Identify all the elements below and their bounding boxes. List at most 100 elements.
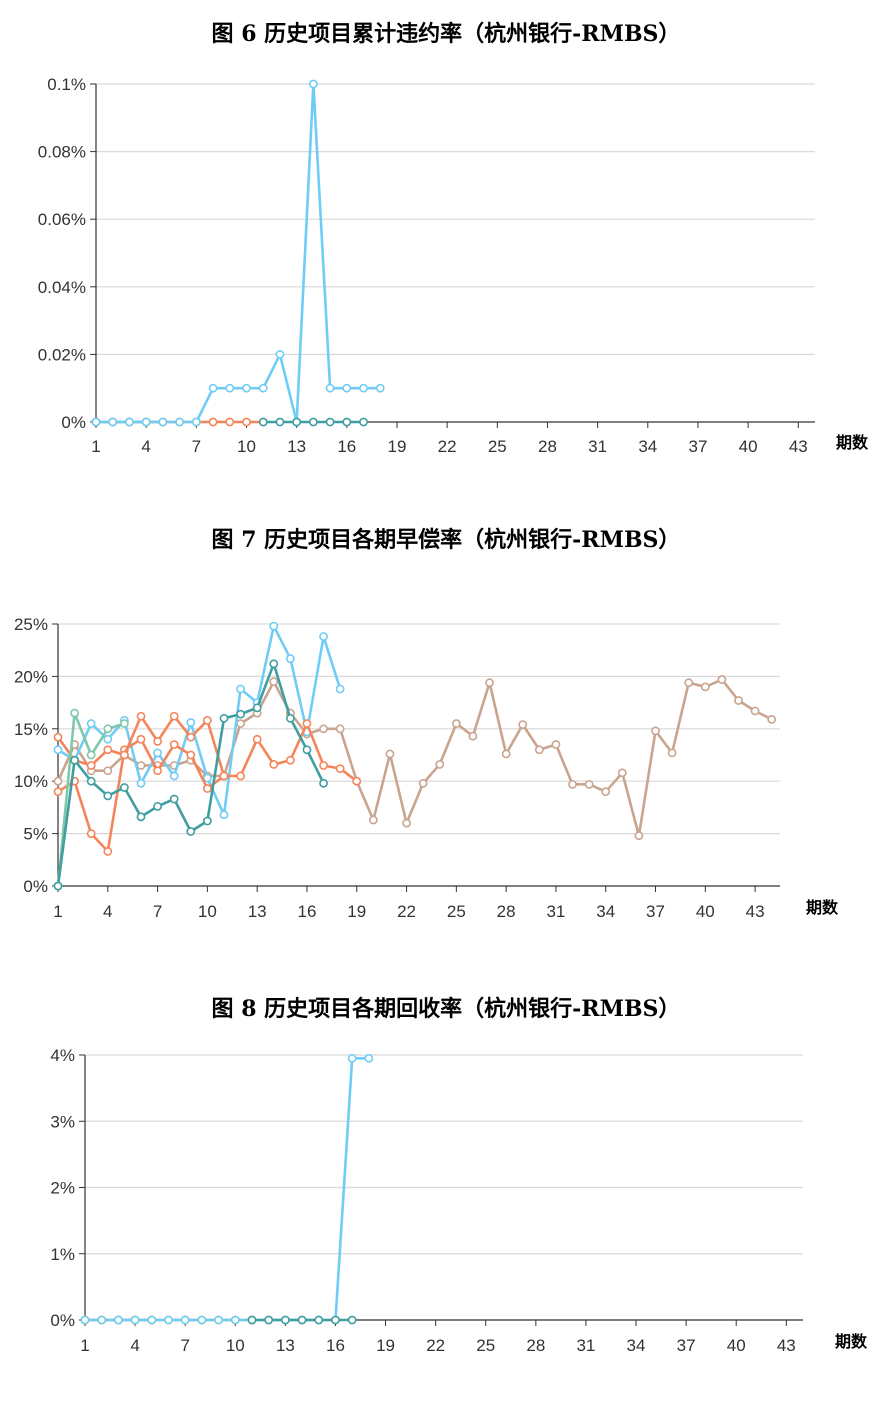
x-tick-label: 40	[727, 1336, 746, 1355]
x-tick-label: 19	[376, 1336, 395, 1355]
data-point	[352, 776, 362, 786]
x-axis-label: 期数	[806, 898, 839, 917]
x-tick-label: 31	[588, 437, 607, 456]
data-point	[86, 719, 96, 728]
data-point	[53, 776, 63, 786]
x-tick-label: 22	[397, 902, 416, 921]
data-point	[418, 778, 428, 788]
data-point	[169, 740, 179, 749]
x-axis-label: 期数	[836, 433, 869, 452]
data-point	[767, 714, 777, 724]
data-point	[308, 417, 318, 427]
data-point	[91, 417, 101, 427]
chart2-title: 图 7 历史项目各期早偿率（杭州银行-RMBS）	[211, 527, 681, 553]
y-tick-label: 2%	[50, 1179, 75, 1198]
data-point	[186, 718, 196, 727]
data-point	[319, 778, 328, 788]
data-point	[219, 810, 229, 820]
data-point	[335, 724, 345, 734]
y-tick-label: 0%	[61, 413, 86, 432]
data-point	[103, 734, 113, 744]
data-point	[202, 784, 212, 793]
data-point	[153, 801, 162, 811]
data-point	[451, 719, 461, 728]
data-point	[734, 696, 743, 705]
data-point	[86, 829, 96, 838]
x-tick-label: 37	[677, 1336, 696, 1355]
x-tick-label: 7	[153, 902, 162, 921]
data-point	[331, 1315, 340, 1325]
y-tick-label: 5%	[23, 825, 48, 844]
data-point	[534, 745, 544, 755]
x-tick-label: 13	[287, 437, 306, 456]
series-line	[96, 82, 381, 424]
x-tick-label: 1	[53, 902, 62, 921]
data-point	[501, 749, 511, 759]
data-point	[325, 417, 335, 427]
data-point	[342, 417, 352, 427]
x-tick-label: 13	[276, 1336, 295, 1355]
data-point	[269, 659, 279, 669]
y-tick-label: 0.06%	[38, 210, 86, 229]
x-tick-label: 10	[237, 437, 256, 456]
data-point	[164, 1315, 173, 1325]
data-point	[258, 383, 268, 393]
data-point	[186, 827, 196, 836]
data-point	[169, 794, 179, 804]
data-point	[347, 1053, 357, 1063]
y-tick-label: 0.08%	[38, 143, 86, 162]
data-point	[103, 847, 113, 856]
data-point	[80, 1315, 90, 1325]
data-point	[86, 776, 96, 786]
data-point	[468, 731, 478, 741]
series-line	[57, 624, 342, 817]
data-point	[275, 417, 285, 427]
data-point	[359, 417, 368, 427]
data-point	[103, 791, 113, 801]
x-tick-label: 19	[347, 902, 366, 921]
y-tick-label: 3%	[50, 1112, 75, 1131]
x-tick-label: 4	[141, 437, 150, 456]
data-point	[108, 417, 118, 427]
data-point	[551, 740, 561, 749]
data-point	[186, 750, 196, 760]
y-tick-label: 1%	[50, 1245, 75, 1264]
data-point	[136, 778, 146, 788]
x-tick-label: 40	[739, 437, 758, 456]
data-point	[86, 750, 96, 760]
x-tick-label: 10	[226, 1336, 245, 1355]
data-point	[258, 417, 268, 427]
data-point	[219, 713, 229, 723]
data-point	[208, 383, 218, 393]
data-point	[180, 1315, 190, 1325]
data-point	[70, 755, 79, 765]
data-point	[568, 779, 577, 789]
chart2-prepayment-rate: 0% 5% 10% 15% 20% 25% 1 4 7 10 13 16 19 22 25 28 31 34 37 4…	[14, 615, 839, 921]
x-tick-label: 22	[438, 437, 457, 456]
x-tick-label: 40	[696, 902, 715, 921]
y-tick-label: 0.04%	[38, 278, 86, 297]
data-point	[136, 734, 146, 744]
data-point	[147, 1315, 157, 1325]
y-tick-label: 10%	[14, 772, 48, 791]
data-point	[368, 815, 378, 825]
data-point	[292, 417, 302, 427]
data-point	[136, 812, 146, 822]
data-point	[518, 720, 528, 730]
x-tick-label: 19	[388, 437, 407, 456]
data-point	[308, 79, 318, 89]
x-tick-label: 10	[198, 902, 217, 921]
x-tick-label: 28	[497, 902, 516, 921]
x-tick-label: 34	[627, 1336, 646, 1355]
data-point	[667, 748, 677, 758]
data-point	[153, 748, 162, 758]
y-tick-label: 4%	[50, 1046, 75, 1065]
x-tick-label: 7	[192, 437, 201, 456]
y-tick-label: 0%	[23, 877, 48, 896]
data-point	[252, 734, 262, 744]
data-point	[119, 719, 129, 728]
data-point	[103, 724, 113, 734]
data-point	[53, 745, 63, 755]
data-point	[236, 684, 245, 694]
data-point	[651, 726, 660, 736]
